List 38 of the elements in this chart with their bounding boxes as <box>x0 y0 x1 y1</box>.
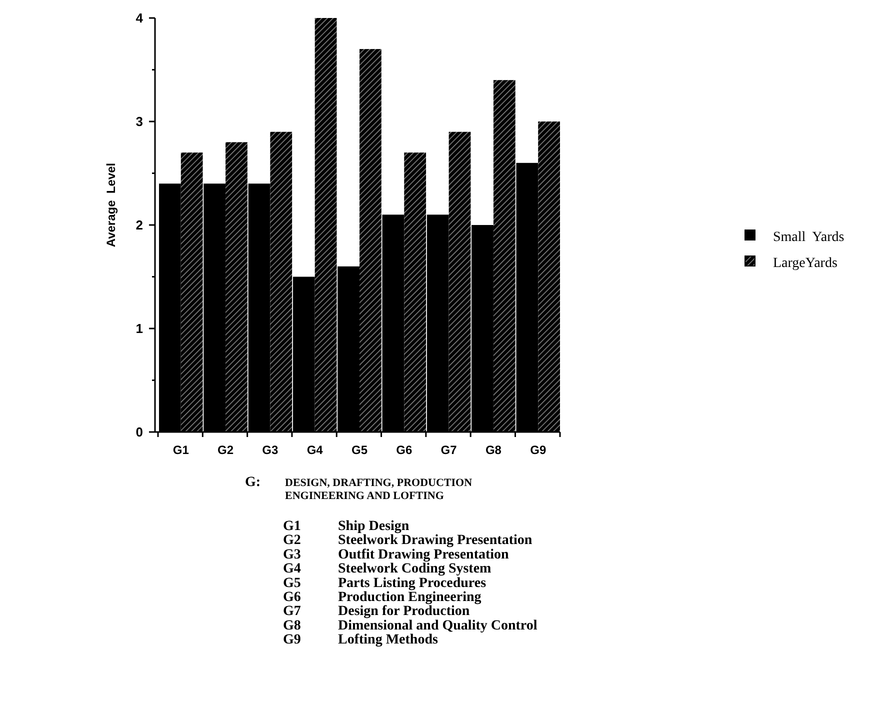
y-axis-title: Average Level <box>104 162 118 248</box>
x-tick-label: G1 <box>172 443 190 457</box>
text: G6 Production Engineering <box>283 590 482 605</box>
y-tick-label: 3 <box>136 114 143 130</box>
y-tick-label: 1 <box>136 321 143 336</box>
x-tick-label: G8 <box>485 443 502 457</box>
text: G7 Design for Production <box>283 604 470 620</box>
bar <box>404 152 426 432</box>
x-tick-label: G3 <box>262 443 279 457</box>
bar <box>448 132 471 432</box>
y-tick-label: 4 <box>136 10 144 26</box>
x-tick-label: G7 <box>440 443 458 457</box>
text: G4 Steelwork Coding System <box>283 562 492 577</box>
text: G2 Steelwork Drawing Presentation <box>283 533 532 548</box>
y-tick-label: 0 <box>136 424 143 440</box>
x-tick-label: G2 <box>218 443 234 457</box>
x-tick-label: G5 <box>351 443 368 457</box>
bar <box>270 132 292 432</box>
text: G5 Parts Listing Procedures <box>283 576 486 591</box>
text: G1 Ship Design <box>283 519 410 534</box>
x-tick-label: G9 <box>530 443 546 457</box>
text: G9 Lofting Methods <box>283 632 438 648</box>
text: G3 Outfit Drawing Presentation <box>283 547 509 562</box>
text: ENGINEERING AND LOFTING <box>285 490 444 502</box>
y-tick-label: 2 <box>136 218 143 233</box>
text: DESIGN, DRAFTING, PRODUCTION <box>285 477 472 489</box>
bar <box>226 142 248 432</box>
bar <box>180 152 203 432</box>
text: G: <box>245 475 261 490</box>
bar <box>493 80 516 432</box>
bar <box>314 18 337 432</box>
x-tick-label: G6 <box>396 443 412 457</box>
bar <box>360 49 382 432</box>
legend-label: LargeYards <box>773 256 838 271</box>
legend-label: Small Yards <box>773 230 844 245</box>
text: G8 Dimensional and Quality Control <box>283 618 538 634</box>
x-tick-label: G4 <box>306 443 324 457</box>
bar <box>538 122 560 432</box>
